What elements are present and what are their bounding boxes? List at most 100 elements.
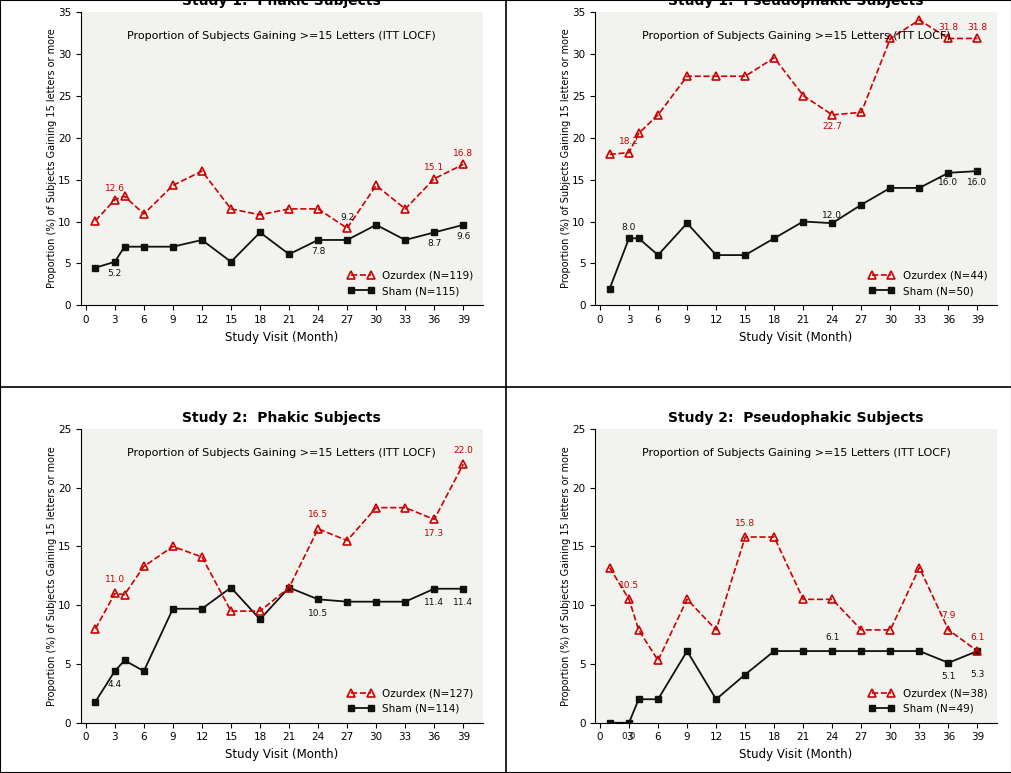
Text: 8.7: 8.7 [427,239,441,248]
Sham (N=114) [167,604,179,613]
Ozurdex (N=127) [118,590,130,599]
Sham (N=114) [341,597,353,606]
Text: 5.2: 5.2 [107,268,122,278]
Text: 15.1: 15.1 [424,163,444,172]
Text: Proportion of Subjects Gaining >=15 Letters (ITT LOCF): Proportion of Subjects Gaining >=15 Lett… [127,448,436,458]
Ozurdex (N=38) [941,625,953,635]
Ozurdex (N=38) [767,533,779,542]
Ozurdex (N=127) [341,536,353,545]
Sham (N=50) [680,219,693,228]
Sham (N=50) [912,183,924,192]
Text: 18.2: 18.2 [619,137,638,146]
Text: 11.0: 11.0 [105,575,124,584]
Sham (N=114) [89,697,101,707]
Sham (N=49) [797,646,809,656]
Line: Ozurdex (N=44): Ozurdex (N=44) [605,15,981,158]
Sham (N=49) [632,695,644,704]
Sham (N=115) [283,250,295,259]
Ozurdex (N=38) [825,594,837,604]
Sham (N=49) [767,646,779,656]
Sham (N=115) [196,235,208,244]
Ozurdex (N=127) [457,459,469,468]
Title: Study 1:  Phakic Subjects: Study 1: Phakic Subjects [182,0,381,8]
Ozurdex (N=127) [137,562,150,571]
Sham (N=114) [370,597,382,606]
Sham (N=49) [912,646,924,656]
Ozurdex (N=119) [370,181,382,190]
Text: 22.7: 22.7 [822,121,841,131]
Text: 7.9: 7.9 [940,611,954,621]
Line: Ozurdex (N=127): Ozurdex (N=127) [91,460,467,633]
X-axis label: Study Visit (Month): Study Visit (Month) [739,748,851,761]
Sham (N=49) [884,646,896,656]
Ozurdex (N=44) [651,111,663,120]
Y-axis label: Proportion (%) of Subjects Gaining 15 letters or more: Proportion (%) of Subjects Gaining 15 le… [560,29,570,288]
Ozurdex (N=127) [89,624,101,633]
Ozurdex (N=119) [283,204,295,213]
Sham (N=115) [167,242,179,251]
Title: Study 2:  Phakic Subjects: Study 2: Phakic Subjects [182,411,381,425]
Sham (N=50) [971,166,983,175]
Ozurdex (N=127) [311,524,324,533]
Ozurdex (N=38) [603,563,615,572]
Ozurdex (N=44) [680,72,693,81]
Sham (N=49) [680,646,693,656]
Ozurdex (N=38) [710,625,722,635]
Ozurdex (N=119) [398,204,410,213]
Sham (N=50) [623,233,635,243]
Text: Proportion of Subjects Gaining >=15 Letters (ITT LOCF): Proportion of Subjects Gaining >=15 Lett… [641,31,949,41]
Ozurdex (N=44) [797,91,809,100]
Text: 11.4: 11.4 [424,598,444,607]
Title: Study 2:  Pseudophakic Subjects: Study 2: Pseudophakic Subjects [667,411,923,425]
Sham (N=49) [738,670,750,679]
Text: 10.5: 10.5 [619,581,638,590]
Ozurdex (N=44) [941,34,953,43]
Sham (N=49) [854,646,866,656]
Text: 12.6: 12.6 [105,184,124,193]
Ozurdex (N=119) [457,160,469,169]
Title: Study 1:  Pseudophakic Subjects: Study 1: Pseudophakic Subjects [667,0,923,8]
Legend: Ozurdex (N=119), Sham (N=115): Ozurdex (N=119), Sham (N=115) [343,267,477,300]
Text: 17.3: 17.3 [424,529,444,538]
Sham (N=114) [398,597,410,606]
Ozurdex (N=44) [912,15,924,25]
Text: 16.8: 16.8 [453,148,473,158]
Line: Ozurdex (N=38): Ozurdex (N=38) [605,533,981,665]
Legend: Ozurdex (N=127), Sham (N=114): Ozurdex (N=127), Sham (N=114) [343,684,477,717]
Sham (N=50) [797,217,809,226]
Sham (N=50) [884,183,896,192]
Text: 12.0: 12.0 [822,212,841,220]
Sham (N=115) [370,220,382,230]
Ozurdex (N=119) [137,209,150,219]
Text: Proportion of Subjects Gaining >=15 Letters (ITT LOCF): Proportion of Subjects Gaining >=15 Lett… [641,448,949,458]
Line: Sham (N=115): Sham (N=115) [92,221,466,271]
Sham (N=114) [457,584,469,594]
Sham (N=115) [89,263,101,272]
Ozurdex (N=38) [912,563,924,572]
Sham (N=115) [428,228,440,237]
Sham (N=115) [118,242,130,251]
Sham (N=115) [137,242,150,251]
Y-axis label: Proportion (%) of Subjects Gaining 15 letters or more: Proportion (%) of Subjects Gaining 15 le… [47,29,57,288]
Ozurdex (N=38) [884,625,896,635]
Ozurdex (N=127) [370,503,382,512]
Sham (N=50) [710,250,722,260]
Sham (N=50) [651,250,663,260]
Sham (N=114) [224,583,237,592]
Ozurdex (N=127) [108,589,120,598]
Sham (N=50) [738,250,750,260]
Ozurdex (N=38) [680,594,693,604]
Ozurdex (N=44) [825,111,837,120]
Text: 6.1: 6.1 [970,632,984,642]
Text: 0.0: 0.0 [621,732,636,741]
Ozurdex (N=38) [623,594,635,604]
X-axis label: Study Visit (Month): Study Visit (Month) [225,748,338,761]
Sham (N=114) [311,594,324,604]
Ozurdex (N=44) [767,53,779,63]
Ozurdex (N=119) [311,204,324,213]
Ozurdex (N=127) [196,553,208,562]
Text: 11.4: 11.4 [453,598,473,607]
Sham (N=50) [603,284,615,293]
Text: 5.3: 5.3 [970,670,984,679]
Legend: Ozurdex (N=38), Sham (N=49): Ozurdex (N=38), Sham (N=49) [863,684,991,717]
